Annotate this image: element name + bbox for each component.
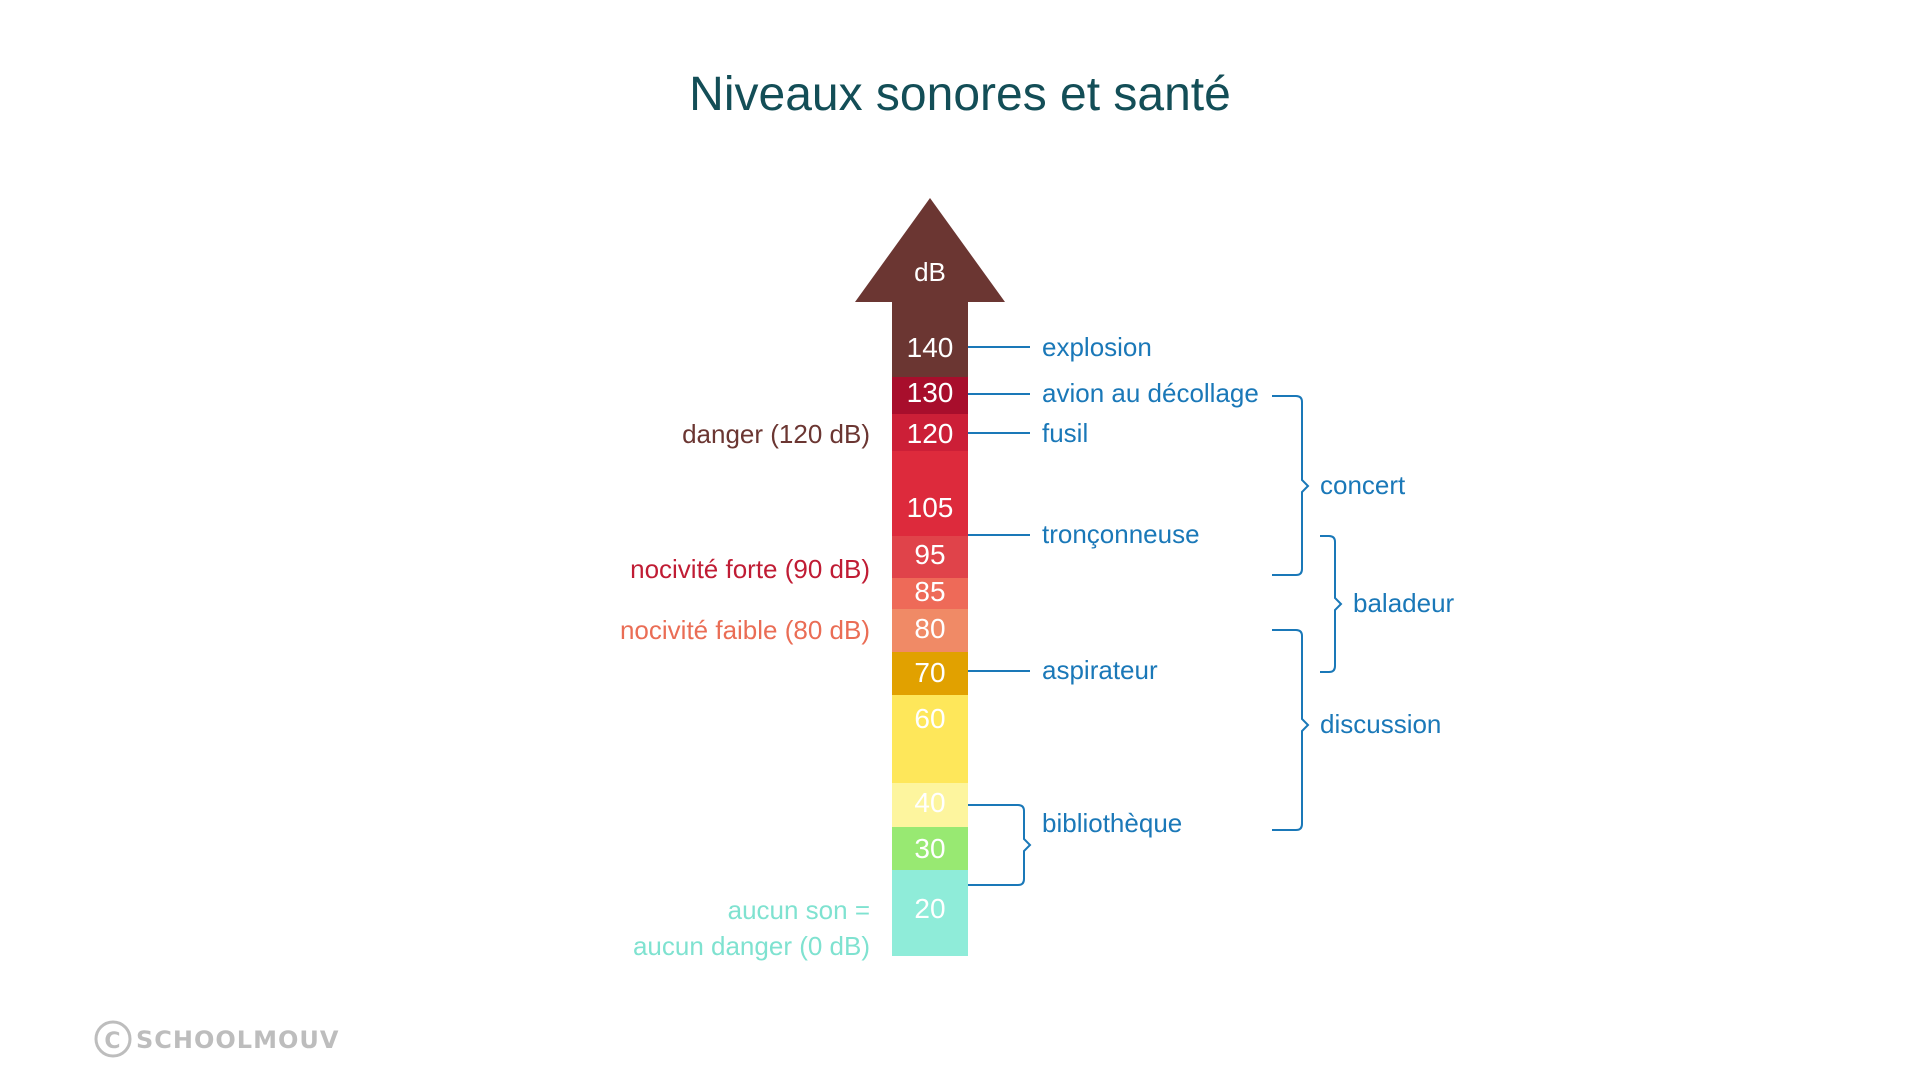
segment-20 <box>892 870 968 956</box>
source-aspirateur: aspirateur <box>1042 655 1158 685</box>
segment-30 <box>892 827 968 870</box>
scale-value: 105 <box>907 492 954 523</box>
scale-value: 95 <box>914 539 945 570</box>
segment-60 <box>892 695 968 783</box>
scale-value: 30 <box>914 833 945 864</box>
scale-value: 20 <box>914 893 945 924</box>
bracket-concert <box>1272 395 1310 576</box>
source-avion: avion au décollage <box>1042 378 1259 408</box>
threshold-nocivite-faible: nocivité faible (80 dB) <box>620 615 870 645</box>
range-discussion: discussion <box>1320 709 1441 739</box>
threshold-aucun-danger: aucun danger (0 dB) <box>633 931 870 961</box>
scale-value: 140 <box>907 332 954 363</box>
arrow-head <box>855 198 1005 302</box>
copyright-symbol: C <box>104 1029 121 1054</box>
bracket-discussion <box>1272 629 1310 831</box>
schoolmouv-logo: C SCHOOLMOUV <box>94 1020 339 1058</box>
segment-120 <box>892 414 968 451</box>
source-bibliotheque: bibliothèque <box>1042 808 1182 838</box>
bracket-baladeur <box>1320 535 1343 673</box>
segment-95 <box>892 536 968 578</box>
threshold-danger: danger (120 dB) <box>682 419 870 449</box>
copyright-icon <box>94 1020 132 1058</box>
decibel-scale <box>892 301 968 956</box>
segment-105 <box>892 451 968 536</box>
arrow-unit-label: dB <box>914 257 946 287</box>
scale-value: 60 <box>914 703 945 734</box>
scale-value: 130 <box>907 377 954 408</box>
segment-70 <box>892 652 968 695</box>
scale-value: 70 <box>914 657 945 688</box>
threshold-nocivite-forte: nocivité forte (90 dB) <box>630 554 870 584</box>
range-concert: concert <box>1320 470 1406 500</box>
segment-80 <box>892 609 968 652</box>
scale-value: 80 <box>914 613 945 644</box>
range-baladeur: baladeur <box>1353 588 1455 618</box>
bracket-bibliotheque <box>968 804 1032 886</box>
page-title: Niveaux sonores et santé <box>689 68 1231 121</box>
segment-85 <box>892 578 968 609</box>
scale-value: 40 <box>914 787 945 818</box>
threshold-aucun-son: aucun son = <box>728 895 870 925</box>
source-explosion: explosion <box>1042 332 1152 362</box>
source-tronconneuse: tronçonneuse <box>1042 519 1200 549</box>
source-fusil: fusil <box>1042 418 1088 448</box>
segment-140 <box>892 301 968 377</box>
scale-value: 85 <box>914 576 945 607</box>
scale-value: 120 <box>907 418 954 449</box>
segment-130 <box>892 377 968 414</box>
segment-40 <box>892 783 968 827</box>
logo-text: SCHOOLMOUV <box>136 1026 339 1054</box>
